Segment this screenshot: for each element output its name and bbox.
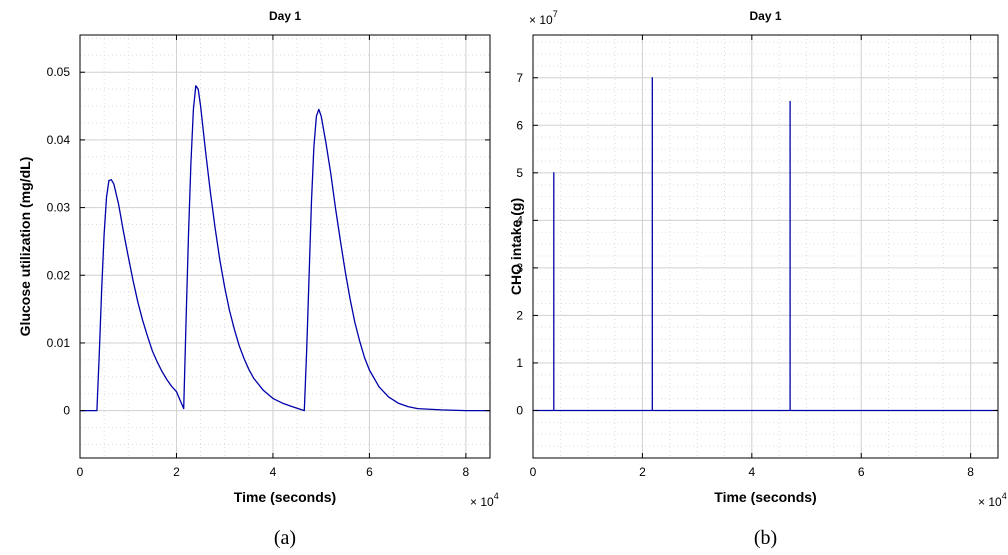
b-x-multiplier: × 104: [978, 491, 1007, 509]
x-tick-label: 0: [530, 465, 537, 479]
x-tick-label: 6: [366, 465, 373, 479]
x-tick-label: 0: [77, 465, 84, 479]
y-tick-label: 0: [63, 404, 70, 418]
x-tick-label: 8: [967, 465, 974, 479]
a-grid: [79, 35, 491, 458]
y-tick-label: 0.05: [47, 65, 71, 79]
b-y-axis-label: CHO intake (g): [508, 198, 524, 295]
b-y-multiplier: × 107: [529, 9, 558, 27]
b-plot-frame: [532, 34, 999, 459]
a-x-axis-label: Time (seconds): [234, 489, 336, 505]
y-tick-label: 7: [516, 71, 523, 85]
y-tick-label: 0.04: [47, 133, 71, 147]
b-x-multiplier-base: 10: [988, 495, 1002, 509]
a-x-multiplier: × 104: [470, 491, 499, 509]
series-line: [80, 85, 490, 412]
panel-a: 0 2 4 6 8 0 0.01 0.02 0.03 0.04 0.05 Day 1 Glucose…: [17, 9, 499, 549]
b-marks: [533, 77, 998, 412]
y-tick-label: 0.03: [47, 201, 71, 215]
b-x-multiplier-exp: 4: [1002, 491, 1007, 501]
x-tick-label: 8: [463, 465, 470, 479]
a-x-multiplier-exp: 4: [494, 491, 499, 501]
x-tick-label: 2: [639, 465, 646, 479]
a-plot-frame: [79, 34, 491, 459]
panel-b: 0 2 4 6 8 0 1 2 3 4 5 6 7 Day 1 CHO intake (g) Time …: [508, 9, 1007, 549]
series-line: [533, 77, 998, 412]
x-tick-label: 2: [173, 465, 180, 479]
y-tick-label: 0: [516, 403, 523, 417]
b-chart-title: Day 1: [749, 9, 781, 23]
a-ticks: 0 2 4 6 8 0 0.01 0.02 0.03 0.04 0.05: [47, 35, 490, 479]
b-ticks: 0 2 4 6 8 0 1 2 3 4 5 6 7: [516, 35, 998, 479]
x-tick-label: 6: [858, 465, 865, 479]
y-tick-label: 0.01: [47, 336, 71, 350]
a-x-multiplier-base: 10: [480, 495, 494, 509]
x-tick-label: 4: [748, 465, 755, 479]
y-tick-label: 6: [516, 118, 523, 132]
y-tick-label: 4: [516, 213, 523, 227]
b-y-multiplier-exp: 7: [553, 9, 558, 19]
a-chart-title: Day 1: [269, 9, 301, 23]
y-tick-label: 1: [516, 356, 523, 370]
a-y-axis-label: Glucose utilization (mg/dL): [17, 157, 33, 337]
a-panel-caption: (a): [274, 527, 296, 549]
b-x-axis-label: Time (seconds): [714, 489, 816, 505]
y-tick-label: 3: [516, 261, 523, 275]
a-marks: [80, 85, 490, 412]
y-tick-label: 2: [516, 308, 523, 322]
b-y-multiplier-base: 10: [539, 13, 553, 27]
x-tick-label: 4: [270, 465, 277, 479]
b-panel-caption: (b): [754, 527, 777, 549]
y-tick-label: 0.02: [47, 268, 71, 282]
y-tick-label: 5: [516, 166, 523, 180]
b-grid: [532, 35, 999, 459]
